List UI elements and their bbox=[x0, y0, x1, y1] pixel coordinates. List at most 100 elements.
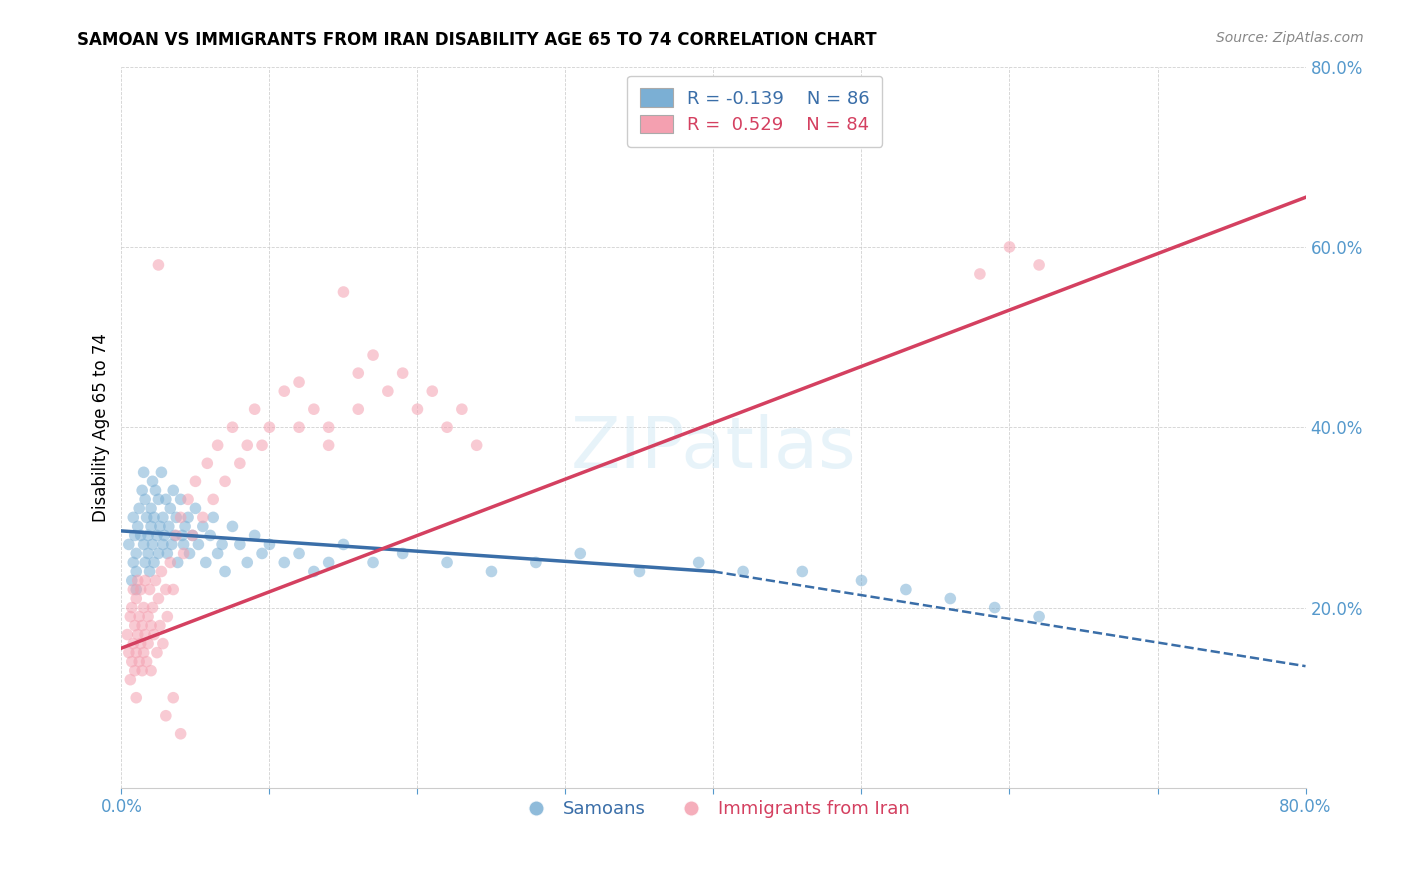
Point bbox=[221, 519, 243, 533]
Point bbox=[318, 556, 340, 570]
Point bbox=[221, 420, 243, 434]
Point bbox=[125, 690, 148, 705]
Point bbox=[152, 510, 174, 524]
Point bbox=[347, 366, 370, 380]
Point bbox=[152, 637, 174, 651]
Point bbox=[156, 609, 179, 624]
Point bbox=[939, 591, 962, 606]
Point bbox=[159, 556, 181, 570]
Point bbox=[125, 565, 148, 579]
Point bbox=[200, 528, 222, 542]
Point bbox=[318, 438, 340, 452]
Point bbox=[569, 546, 592, 560]
Point bbox=[139, 664, 162, 678]
Point bbox=[118, 646, 141, 660]
Point bbox=[229, 537, 252, 551]
Point bbox=[150, 565, 173, 579]
Point bbox=[361, 348, 384, 362]
Point bbox=[129, 582, 152, 597]
Point bbox=[436, 420, 458, 434]
Point bbox=[136, 637, 159, 651]
Point bbox=[143, 627, 166, 641]
Point bbox=[155, 492, 177, 507]
Point bbox=[191, 510, 214, 524]
Point bbox=[894, 582, 917, 597]
Point bbox=[184, 501, 207, 516]
Point bbox=[273, 384, 295, 399]
Point bbox=[332, 537, 354, 551]
Point bbox=[172, 528, 194, 542]
Point bbox=[134, 492, 156, 507]
Point bbox=[792, 565, 814, 579]
Point bbox=[117, 627, 139, 641]
Point bbox=[141, 475, 163, 489]
Text: SAMOAN VS IMMIGRANTS FROM IRAN DISABILITY AGE 65 TO 74 CORRELATION CHART: SAMOAN VS IMMIGRANTS FROM IRAN DISABILIT… bbox=[77, 31, 877, 49]
Point bbox=[136, 528, 159, 542]
Point bbox=[187, 537, 209, 551]
Point bbox=[125, 582, 148, 597]
Point bbox=[1028, 258, 1050, 272]
Point bbox=[143, 556, 166, 570]
Point bbox=[273, 556, 295, 570]
Point bbox=[851, 574, 873, 588]
Point bbox=[207, 438, 229, 452]
Point bbox=[259, 537, 281, 551]
Point bbox=[135, 510, 157, 524]
Point bbox=[174, 519, 197, 533]
Point bbox=[149, 519, 172, 533]
Point bbox=[191, 519, 214, 533]
Point bbox=[302, 565, 325, 579]
Point bbox=[162, 690, 184, 705]
Point bbox=[184, 475, 207, 489]
Point bbox=[132, 646, 155, 660]
Text: ZIPatlas: ZIPatlas bbox=[571, 415, 856, 483]
Point bbox=[122, 637, 145, 651]
Point bbox=[148, 258, 170, 272]
Point bbox=[150, 465, 173, 479]
Point bbox=[420, 384, 443, 399]
Point bbox=[146, 528, 169, 542]
Point bbox=[318, 420, 340, 434]
Point bbox=[177, 492, 200, 507]
Point bbox=[162, 483, 184, 498]
Point bbox=[181, 528, 204, 542]
Point bbox=[132, 465, 155, 479]
Legend: Samoans, Immigrants from Iran: Samoans, Immigrants from Iran bbox=[510, 793, 917, 826]
Point bbox=[733, 565, 755, 579]
Point bbox=[134, 556, 156, 570]
Point bbox=[259, 420, 281, 434]
Point bbox=[998, 240, 1021, 254]
Point bbox=[131, 664, 153, 678]
Point bbox=[129, 528, 152, 542]
Point bbox=[969, 267, 991, 281]
Point bbox=[132, 600, 155, 615]
Point bbox=[148, 546, 170, 560]
Point bbox=[202, 492, 225, 507]
Point bbox=[155, 582, 177, 597]
Point bbox=[207, 546, 229, 560]
Point bbox=[169, 492, 191, 507]
Point bbox=[124, 664, 146, 678]
Point bbox=[173, 546, 195, 560]
Point bbox=[153, 528, 176, 542]
Point bbox=[149, 618, 172, 632]
Point bbox=[128, 501, 150, 516]
Point bbox=[125, 646, 148, 660]
Point bbox=[122, 556, 145, 570]
Point bbox=[152, 537, 174, 551]
Point bbox=[143, 510, 166, 524]
Text: Source: ZipAtlas.com: Source: ZipAtlas.com bbox=[1216, 31, 1364, 45]
Point bbox=[159, 501, 181, 516]
Point bbox=[128, 609, 150, 624]
Point bbox=[332, 285, 354, 299]
Point bbox=[131, 483, 153, 498]
Point bbox=[127, 574, 149, 588]
Point bbox=[141, 600, 163, 615]
Point bbox=[157, 519, 180, 533]
Point bbox=[481, 565, 503, 579]
Point bbox=[236, 556, 259, 570]
Point bbox=[347, 402, 370, 417]
Point bbox=[129, 637, 152, 651]
Point bbox=[139, 519, 162, 533]
Point bbox=[165, 510, 187, 524]
